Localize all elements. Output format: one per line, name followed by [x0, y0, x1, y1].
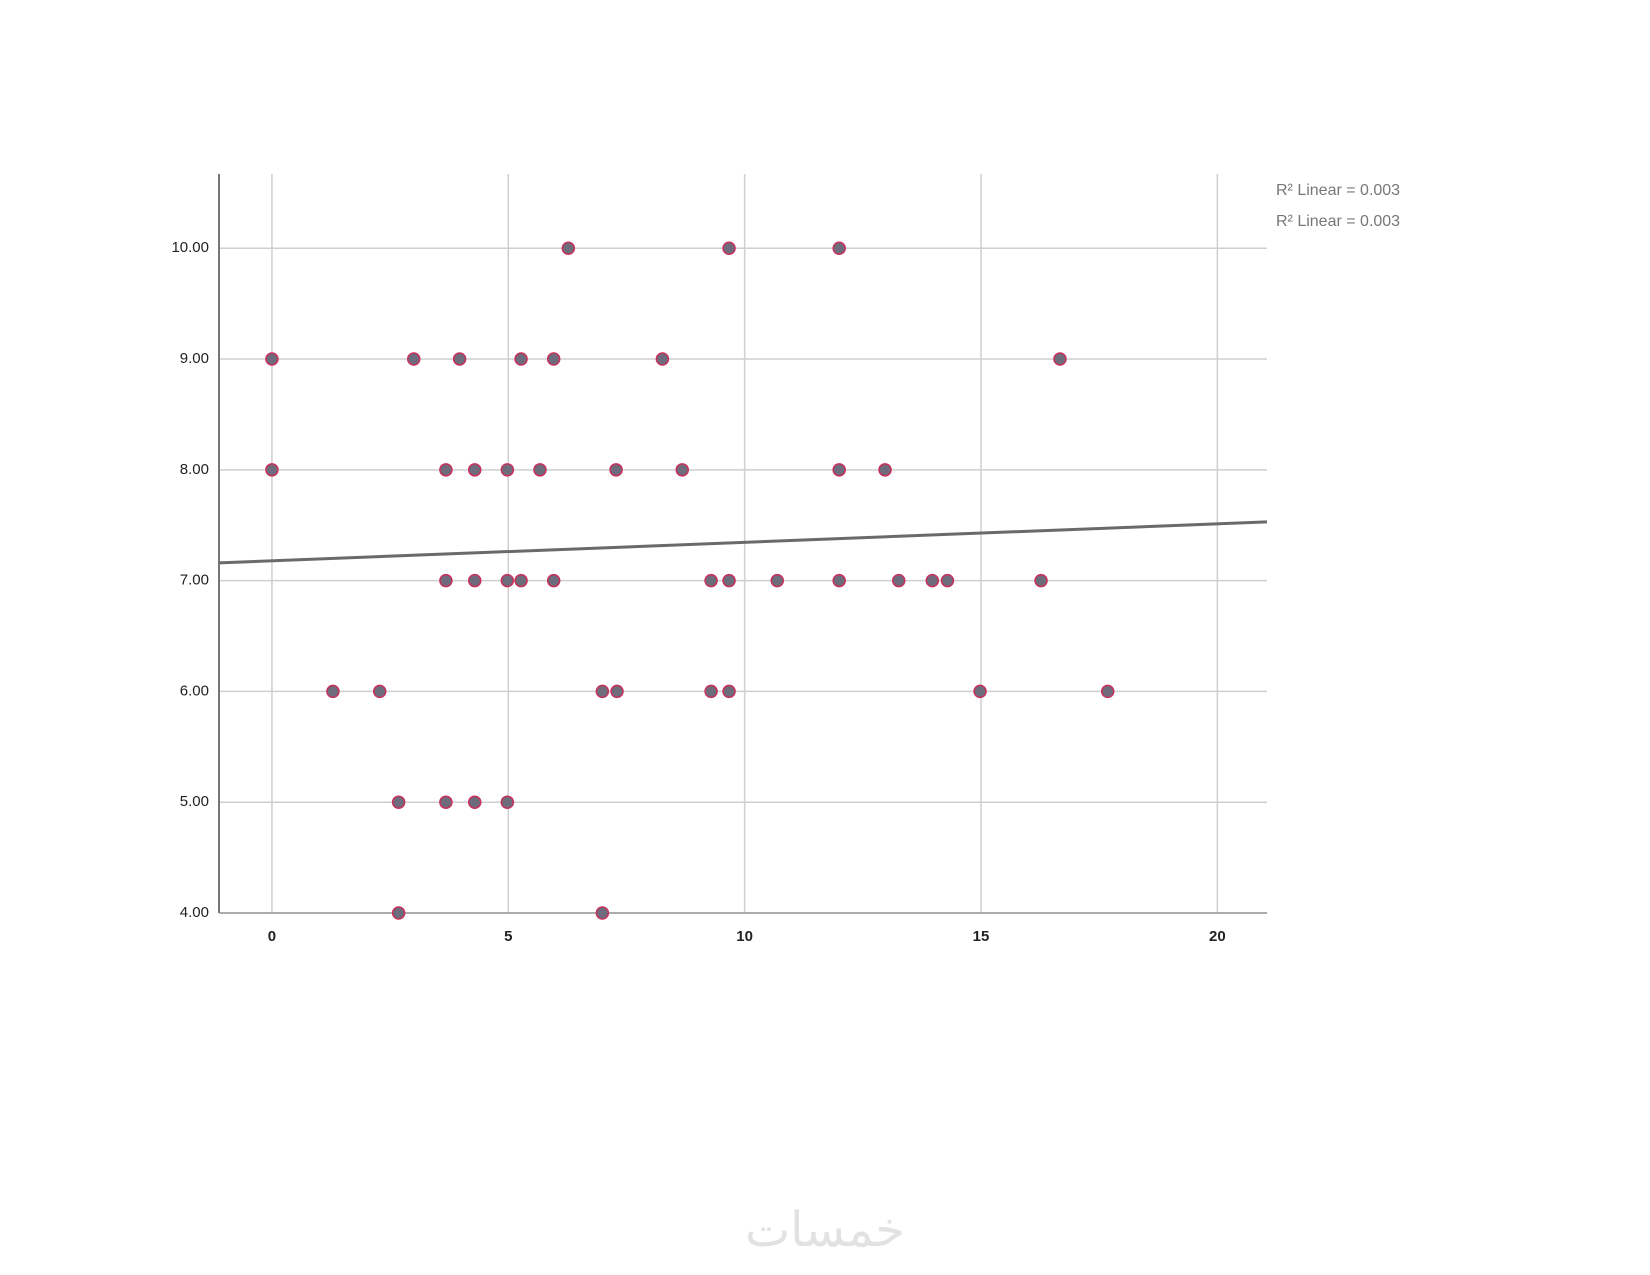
point — [439, 463, 453, 477]
point — [391, 795, 406, 809]
point — [722, 241, 736, 255]
point — [1100, 684, 1115, 699]
point — [467, 795, 482, 809]
y-tick-label: 4.00 — [180, 904, 209, 921]
point — [704, 573, 718, 588]
y-tick-label: 8.00 — [180, 461, 209, 478]
point — [722, 684, 736, 699]
point — [832, 241, 846, 255]
point — [1034, 573, 1048, 588]
point — [878, 463, 892, 477]
fit-line — [218, 520, 1268, 565]
x-tick-label: 0 — [268, 928, 276, 945]
point — [832, 573, 846, 588]
legend-label: R² Linear = 0.003 — [1276, 182, 1400, 199]
point — [655, 352, 670, 366]
legend-label: R² Linear = 0.003 — [1276, 213, 1400, 230]
watermark: خمسات — [745, 1202, 905, 1258]
point — [467, 463, 482, 477]
point — [326, 684, 340, 699]
x-tick-label: 20 — [1209, 928, 1226, 945]
y-tick-label: 5.00 — [180, 793, 209, 810]
point — [514, 573, 528, 588]
point — [561, 241, 576, 255]
point — [595, 684, 610, 699]
x-tick-label: 5 — [504, 928, 512, 945]
point — [610, 684, 624, 699]
point — [546, 573, 561, 588]
y-tick-label: 6.00 — [180, 682, 209, 699]
point — [265, 352, 279, 366]
point — [533, 463, 547, 477]
y-tick-label: 9.00 — [180, 350, 209, 367]
point — [892, 573, 906, 588]
point — [595, 906, 610, 920]
point — [439, 795, 453, 809]
point — [500, 795, 515, 809]
point — [770, 573, 785, 588]
point — [675, 463, 690, 477]
y-tick-label: 7.00 — [180, 572, 209, 589]
point — [500, 573, 515, 588]
point — [452, 352, 467, 366]
point — [439, 573, 453, 588]
point — [467, 573, 482, 588]
point — [609, 463, 623, 477]
point — [704, 684, 718, 699]
point — [500, 463, 515, 477]
point — [265, 463, 279, 477]
y-tick-label: 10.00 — [171, 239, 209, 256]
point — [514, 352, 528, 366]
point — [546, 352, 561, 366]
x-tick-label: 10 — [736, 928, 753, 945]
point — [925, 573, 940, 588]
point — [940, 573, 955, 588]
point — [973, 684, 987, 699]
point — [722, 573, 736, 588]
point — [832, 463, 846, 477]
point — [372, 684, 387, 699]
x-tick-label: 15 — [973, 928, 990, 945]
point — [1053, 352, 1067, 366]
point — [407, 352, 421, 366]
point — [391, 906, 406, 920]
